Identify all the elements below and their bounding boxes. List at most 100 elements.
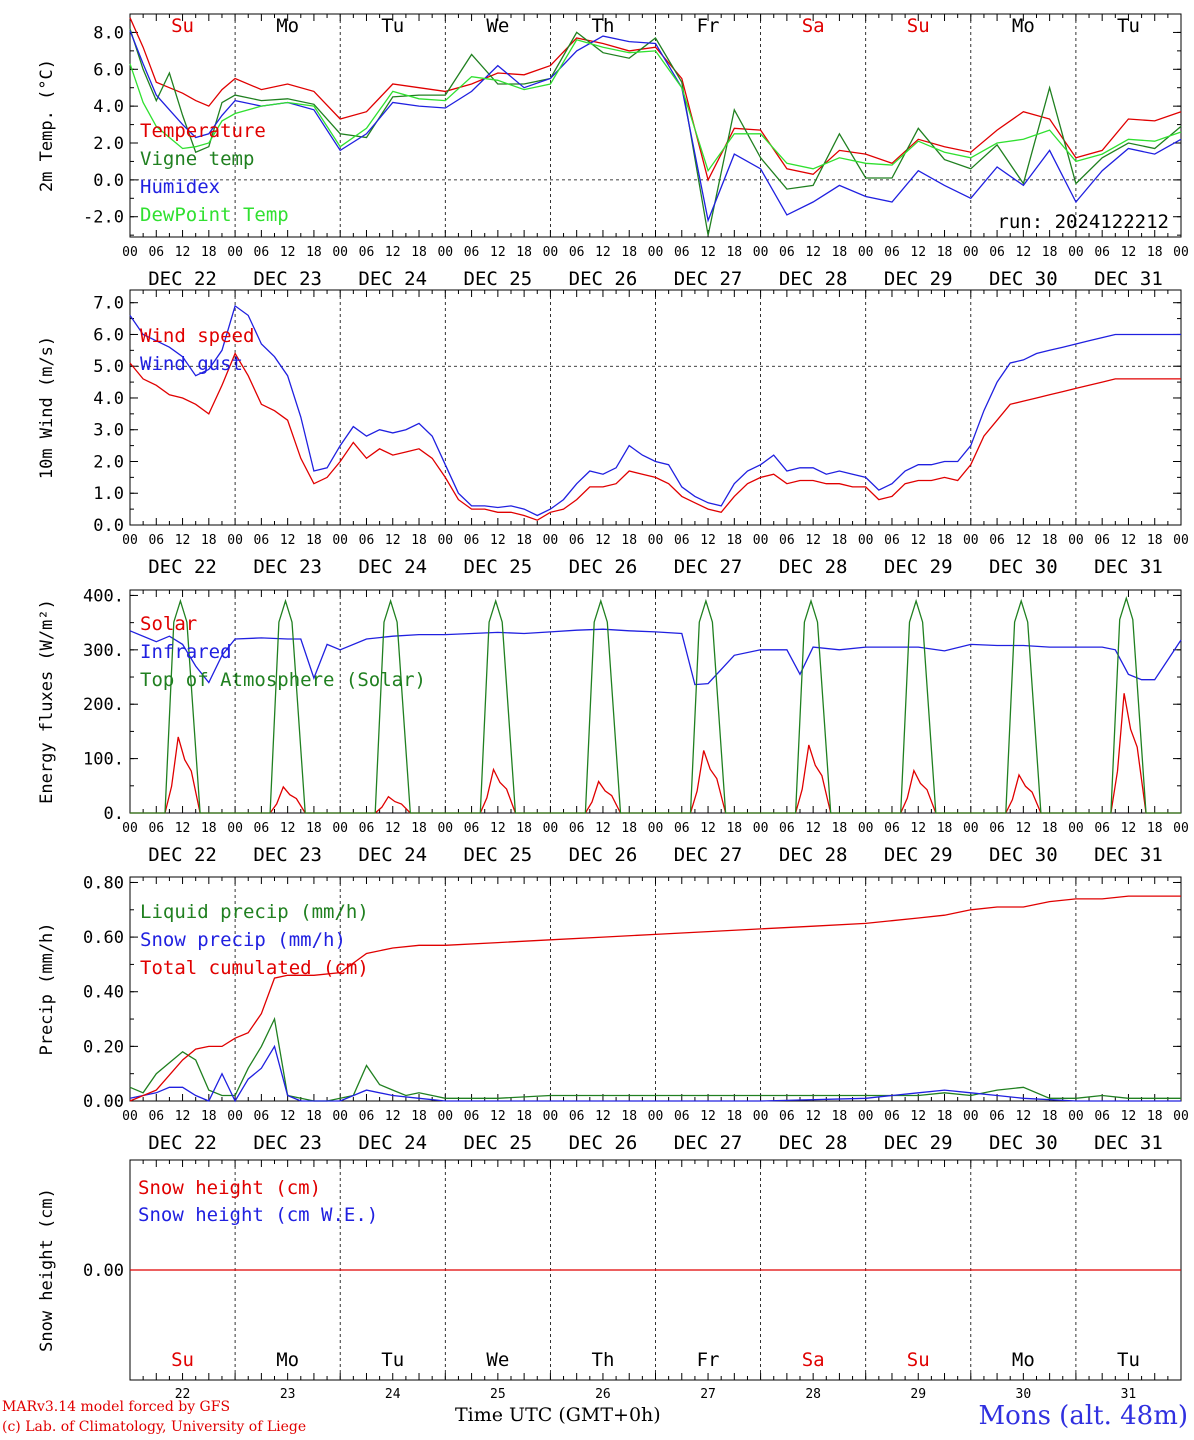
x-hour-label: 12 xyxy=(490,245,506,260)
x-hour-label: 00 xyxy=(858,533,874,548)
x-hour-label: 12 xyxy=(175,245,191,260)
y-axis-title: Energy fluxes (W/m²) xyxy=(37,599,57,804)
x-hour-label: 18 xyxy=(1042,533,1058,548)
x-hour-label: 00 xyxy=(543,533,559,548)
x-date-label: DEC 23 xyxy=(253,844,322,866)
x-date-label: DEC 25 xyxy=(464,1132,533,1154)
x-date-label: DEC 26 xyxy=(569,844,638,866)
x-hour-label: 00 xyxy=(437,1109,453,1124)
x-axis-title: Time UTC (GMT+0h) xyxy=(455,1404,661,1426)
x-hour-label: 06 xyxy=(148,245,164,260)
x-hour-label: 12 xyxy=(280,533,296,548)
x-hour-label: 06 xyxy=(359,1109,375,1124)
panel-1 xyxy=(129,13,1182,238)
x-hour-label: 00 xyxy=(963,1109,979,1124)
x-hour-label: 12 xyxy=(280,821,296,836)
y-tick-label: 0.20 xyxy=(83,1037,124,1057)
x-hour-label: 06 xyxy=(254,245,270,260)
x-hour-label: 00 xyxy=(543,1109,559,1124)
x-hour-label: 18 xyxy=(621,533,637,548)
legend-liquid-precip-mm-h-: Liquid precip (mm/h) xyxy=(140,901,369,923)
x-hour-label: 12 xyxy=(910,1109,926,1124)
x-date-label: DEC 27 xyxy=(674,556,743,578)
x-date-label: DEC 23 xyxy=(253,1132,322,1154)
x-hour-label: 00 xyxy=(1173,821,1189,836)
x-hour-label: 12 xyxy=(1121,533,1137,548)
x-hour-label: 00 xyxy=(122,1109,138,1124)
x-hour-label: 18 xyxy=(726,821,742,836)
x-date-label: DEC 30 xyxy=(989,844,1058,866)
x-hour-label: 06 xyxy=(254,1109,270,1124)
x-hour-label: 12 xyxy=(700,1109,716,1124)
x-hour-label: 00 xyxy=(963,821,979,836)
x-hour-label: 06 xyxy=(254,533,270,548)
x-hour-label: 18 xyxy=(516,1109,532,1124)
x-hour-label: 00 xyxy=(1068,1109,1084,1124)
model-credit-line2: (c) Lab. of Climatology, University of L… xyxy=(2,1419,307,1435)
x-hour-label: 18 xyxy=(411,533,427,548)
x-hour-label: 00 xyxy=(648,245,664,260)
x-hour-label: 18 xyxy=(937,533,953,548)
x-hour-label: 18 xyxy=(1147,533,1163,548)
x-hour-label: 12 xyxy=(595,1109,611,1124)
x-date-label: DEC 29 xyxy=(884,268,953,290)
series-line-infrared xyxy=(129,628,1182,686)
x-hour-label: 06 xyxy=(779,245,795,260)
y-axis-title: 10m Wind (m/s) xyxy=(37,336,57,479)
day-number-label: 23 xyxy=(280,1387,296,1402)
x-hour-label: 18 xyxy=(516,821,532,836)
x-hour-label: 18 xyxy=(516,533,532,548)
day-number-label: 28 xyxy=(805,1387,821,1402)
day-name-label: Mo xyxy=(276,1349,299,1371)
x-hour-label: 18 xyxy=(306,821,322,836)
day-number-label: 22 xyxy=(175,1387,191,1402)
x-hour-label: 06 xyxy=(1094,245,1110,260)
y-axis-title: Precip (mm/h) xyxy=(37,922,57,1055)
x-hour-label: 06 xyxy=(989,245,1005,260)
day-name-label: Sa xyxy=(802,15,825,37)
x-date-label: DEC 24 xyxy=(358,1132,427,1154)
x-hour-label: 12 xyxy=(175,1109,191,1124)
x-date-label: DEC 22 xyxy=(148,1132,217,1154)
y-tick-label: 0. xyxy=(104,804,124,824)
y-tick-label: 0.0 xyxy=(93,171,124,191)
day-name-label: Tu xyxy=(381,1349,404,1371)
x-date-label: DEC 31 xyxy=(1094,1132,1163,1154)
day-name-label: We xyxy=(486,15,509,37)
legend-humidex: Humidex xyxy=(140,176,220,198)
x-hour-label: 00 xyxy=(753,533,769,548)
station-label: Mons (alt. 48m) xyxy=(978,1401,1188,1431)
day-number-label: 24 xyxy=(385,1387,401,1402)
legend-wind-speed: Wind speed xyxy=(140,325,254,347)
run-label: run: 2024122212 xyxy=(997,211,1169,233)
x-date-label: DEC 28 xyxy=(779,556,848,578)
x-hour-label: 00 xyxy=(437,245,453,260)
x-hour-label: 06 xyxy=(884,245,900,260)
x-date-label: DEC 25 xyxy=(464,556,533,578)
x-hour-label: 00 xyxy=(227,1109,243,1124)
x-date-label: DEC 26 xyxy=(569,556,638,578)
x-date-label: DEC 25 xyxy=(464,268,533,290)
series-line-top-of-atmosphere-solar- xyxy=(130,595,1181,814)
x-hour-label: 06 xyxy=(779,821,795,836)
x-hour-label: 06 xyxy=(148,821,164,836)
y-tick-label: 0.40 xyxy=(83,983,124,1003)
x-hour-label: 06 xyxy=(569,1109,585,1124)
x-hour-label: 12 xyxy=(595,533,611,548)
day-name-label: Sa xyxy=(802,1349,825,1371)
y-tick-label: 4.0 xyxy=(93,97,124,117)
day-name-label: Tu xyxy=(1117,15,1140,37)
day-name-label: Mo xyxy=(1012,1349,1035,1371)
x-hour-label: 00 xyxy=(227,821,243,836)
x-hour-label: 00 xyxy=(543,821,559,836)
panel-3 xyxy=(129,589,1182,814)
x-hour-label: 12 xyxy=(910,821,926,836)
day-number-label: 26 xyxy=(595,1387,611,1402)
y-tick-label: 6.0 xyxy=(93,325,124,345)
y-tick-label: 0.0 xyxy=(93,516,124,536)
x-hour-label: 00 xyxy=(1173,1109,1189,1124)
x-hour-label: 06 xyxy=(989,1109,1005,1124)
x-hour-label: 12 xyxy=(385,821,401,836)
x-hour-label: 18 xyxy=(1147,1109,1163,1124)
